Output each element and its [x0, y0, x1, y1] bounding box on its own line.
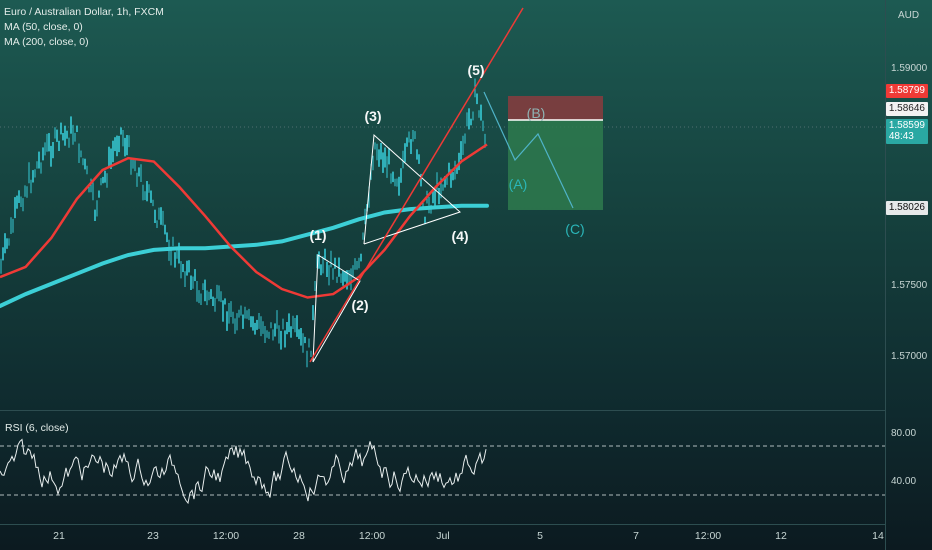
time-label: 14 [872, 530, 884, 542]
price-tick-2: 1.57500 [891, 280, 928, 291]
time-label: 12:00 [212, 530, 240, 542]
abc-projection[interactable] [483, 91, 574, 209]
stop-price-tag: 1.58799 [885, 84, 928, 98]
ma50-legend[interactable]: MA (50, close, 0) [4, 21, 83, 33]
ma200-line[interactable] [0, 203, 489, 308]
time-label: 23 [147, 530, 159, 542]
take-profit-zone[interactable] [508, 120, 603, 210]
stop-loss-zone[interactable] [508, 96, 603, 120]
ma50-line[interactable] [0, 143, 488, 299]
wave-label-2[interactable]: (2) [351, 297, 369, 313]
rsi-tick-80: 80.00 [891, 428, 917, 439]
wave-label-b[interactable]: (B) [526, 105, 546, 121]
ma200-legend[interactable]: MA (200, close, 0) [4, 36, 89, 48]
impulse-trendline[interactable] [309, 7, 524, 363]
rsi-tick-40: 40.00 [891, 476, 917, 487]
wave-label-c[interactable]: (C) [565, 221, 585, 237]
wave-label-3[interactable]: (3) [364, 108, 382, 124]
wave-label-4[interactable]: (4) [451, 228, 469, 244]
last-price-tag: 1.58599 48:43 [885, 119, 928, 144]
symbol-title[interactable]: Euro / Australian Dollar, 1h, FXCM [4, 6, 164, 18]
rsi-line-group[interactable] [0, 438, 487, 505]
time-label: 5 [537, 530, 543, 542]
time-label: 28 [293, 530, 305, 542]
price-tick-1: 1.59000 [891, 63, 928, 74]
time-label: 12:00 [358, 530, 386, 542]
wave-label-a[interactable]: (A) [508, 176, 528, 192]
currency-label: AUD [898, 10, 920, 21]
time-label: 12:00 [694, 530, 722, 542]
chart-legend: Euro / Australian Dollar, 1h, FXCM MA (5… [4, 5, 164, 50]
price-tick-3: 1.57000 [891, 351, 928, 362]
time-label: 12 [775, 530, 787, 542]
time-label: 7 [633, 530, 639, 542]
time-label: Jul [436, 530, 450, 542]
last-price-value: 1.58599 [888, 120, 925, 131]
wave-label-5[interactable]: (5) [467, 62, 485, 78]
wave-3-4-triangle[interactable] [363, 133, 461, 245]
rsi-line [0, 438, 487, 505]
wave-1-2-triangle[interactable] [312, 254, 361, 363]
wave-label-1[interactable]: (1) [309, 227, 327, 243]
rsi-title[interactable]: RSI (6, close) [5, 422, 69, 434]
price-candles[interactable] [0, 78, 486, 368]
time-label: 21 [53, 530, 65, 542]
bar-countdown: 48:43 [888, 131, 914, 142]
target-price-tag: 1.58026 [885, 201, 928, 215]
entry-price-tag: 1.58646 [885, 102, 928, 116]
